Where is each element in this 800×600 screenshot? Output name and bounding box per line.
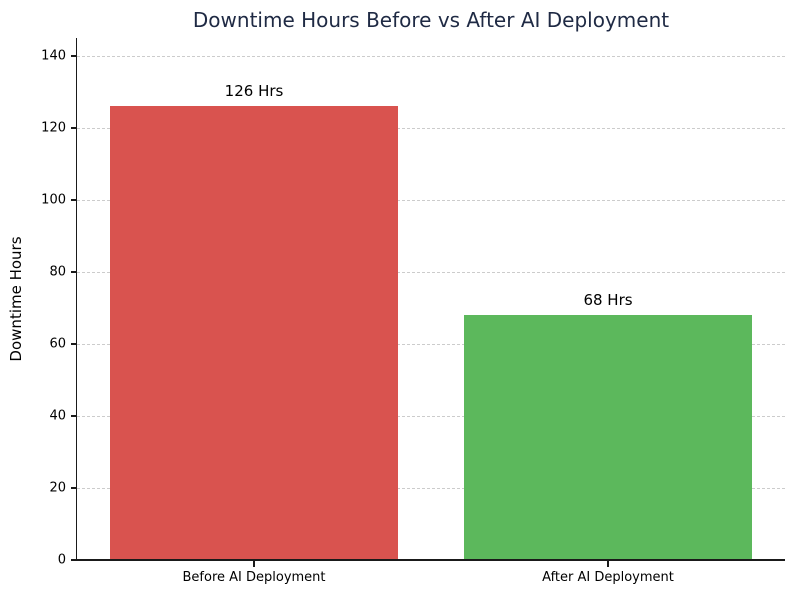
y-tick-label: 140 — [41, 48, 66, 64]
plot-area: 126 Hrs 68 Hrs — [77, 38, 785, 560]
bar-value-label: 126 Hrs — [224, 82, 284, 101]
y-tick-label: 60 — [49, 336, 66, 352]
y-tick-mark — [70, 415, 77, 417]
grid-line — [77, 200, 785, 201]
y-tick-label: 0 — [57, 552, 66, 568]
y-tick-mark — [70, 487, 77, 489]
y-tick-label: 40 — [49, 408, 66, 424]
grid-line — [77, 488, 785, 489]
x-axis-spine — [75, 559, 785, 561]
y-tick-mark — [70, 55, 77, 57]
x-tick-mark — [253, 560, 255, 567]
x-tick-label: Before AI Deployment — [182, 570, 326, 585]
grid-line — [77, 344, 785, 345]
bar — [109, 106, 399, 560]
bar — [463, 315, 753, 560]
y-axis-label: Downtime Hours — [7, 236, 25, 362]
x-tick-label: After AI Deployment — [542, 570, 674, 585]
y-tick-mark — [70, 343, 77, 345]
grid-line — [77, 56, 785, 57]
bar-value-label: 68 Hrs — [583, 291, 633, 310]
y-tick-label: 20 — [49, 480, 66, 496]
y-tick-label: 100 — [41, 192, 66, 208]
grid-line — [77, 416, 785, 417]
grid-line — [77, 272, 785, 273]
y-tick-mark — [70, 199, 77, 201]
y-tick-mark — [70, 271, 77, 273]
y-tick-mark — [70, 127, 77, 129]
grid-line — [77, 128, 785, 129]
y-tick-label: 80 — [49, 264, 66, 280]
y-tick-mark — [70, 559, 77, 561]
y-axis-spine — [75, 38, 77, 560]
x-tick-mark — [607, 560, 609, 567]
y-tick-label: 120 — [41, 120, 66, 136]
chart-title: Downtime Hours Before vs After AI Deploy… — [192, 8, 670, 32]
